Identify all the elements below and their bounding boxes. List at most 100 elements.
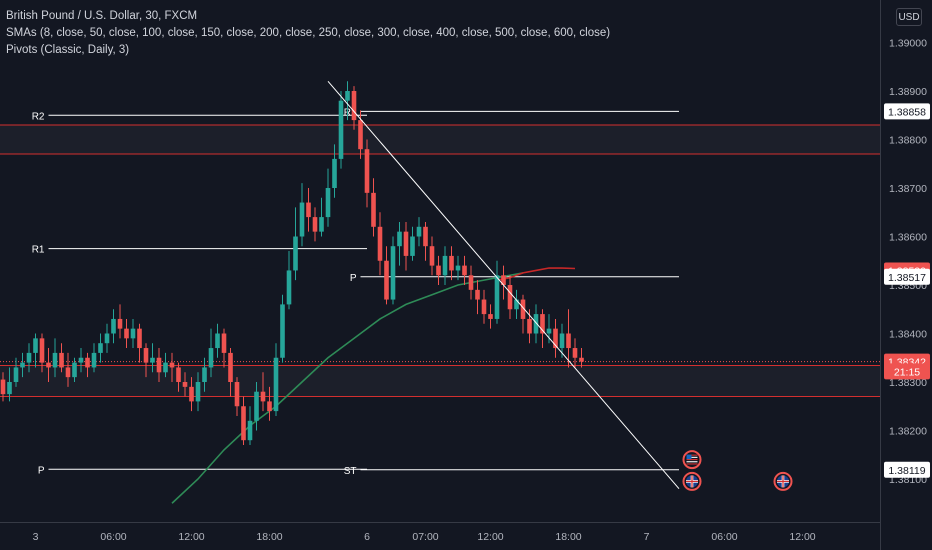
candle-body bbox=[189, 386, 194, 402]
candle-body bbox=[254, 391, 259, 421]
candle-body bbox=[410, 236, 415, 256]
sma-indicator-label[interactable]: SMAs (8, close, 50, close, 100, close, 1… bbox=[6, 27, 611, 39]
candle bbox=[384, 246, 389, 305]
candle-body bbox=[215, 333, 220, 349]
candle-body bbox=[163, 362, 168, 373]
candle bbox=[163, 352, 168, 378]
candle bbox=[0, 372, 6, 402]
price-label-tag: 1.38858 bbox=[884, 103, 930, 120]
candle bbox=[156, 348, 162, 382]
candle-body bbox=[475, 289, 480, 300]
candle-body bbox=[397, 231, 402, 247]
candle bbox=[247, 406, 253, 446]
sma-line-green bbox=[171, 272, 524, 504]
candle-body bbox=[195, 382, 201, 402]
time-tick-label: 06:00 bbox=[711, 531, 737, 543]
candle bbox=[176, 362, 181, 392]
candle bbox=[390, 236, 396, 305]
flag-stripe bbox=[686, 456, 698, 458]
candle bbox=[345, 81, 350, 121]
candle bbox=[137, 323, 142, 363]
candle bbox=[475, 280, 480, 315]
candle bbox=[91, 343, 97, 373]
candle-body bbox=[228, 352, 233, 382]
pivots-indicator-label[interactable]: Pivots (Classic, Daily, 3) bbox=[6, 44, 130, 56]
candle bbox=[221, 328, 227, 368]
price-tick-label: 1.38200 bbox=[889, 426, 927, 438]
candle bbox=[449, 246, 454, 281]
candle-body bbox=[533, 314, 539, 334]
candle-body bbox=[364, 149, 370, 193]
time-tick-label: 12:00 bbox=[178, 531, 204, 543]
candle-body bbox=[260, 391, 266, 402]
candle-body bbox=[20, 362, 25, 368]
candle bbox=[423, 221, 428, 261]
price-tick-label: 1.38400 bbox=[889, 329, 927, 341]
price-tag-bg bbox=[884, 363, 930, 380]
candle bbox=[494, 260, 500, 324]
candle-body bbox=[416, 226, 422, 237]
price-label-tag: 1.38517 bbox=[884, 268, 930, 285]
flag-stripe bbox=[686, 463, 698, 465]
candle-body bbox=[72, 362, 77, 378]
candle-body bbox=[553, 328, 558, 349]
price-tick-label: 1.38600 bbox=[889, 232, 927, 244]
flag-cross-red-v bbox=[691, 475, 693, 488]
candle-body bbox=[130, 328, 136, 339]
candle bbox=[299, 183, 305, 247]
candle-body bbox=[52, 352, 58, 368]
price-tag-text: 1.38517 bbox=[888, 272, 926, 284]
candle-body bbox=[78, 357, 84, 363]
candle bbox=[507, 275, 513, 319]
candle bbox=[26, 343, 32, 373]
candle-body bbox=[241, 406, 246, 441]
us-flag-icon bbox=[682, 450, 702, 470]
candle-body bbox=[436, 265, 441, 276]
price-tag-bg bbox=[884, 461, 930, 478]
candle bbox=[59, 343, 64, 373]
price-tag-bg bbox=[884, 268, 930, 285]
candle bbox=[65, 352, 71, 387]
candle-body bbox=[59, 352, 64, 368]
flag-stripe bbox=[686, 461, 698, 463]
candle bbox=[338, 91, 344, 169]
candle bbox=[533, 304, 539, 344]
price-tick-label: 1.39000 bbox=[889, 38, 927, 50]
pivot-label-5: ST bbox=[344, 466, 357, 477]
candle-body bbox=[494, 275, 500, 319]
price-tick-label: 1.38900 bbox=[889, 86, 927, 98]
symbol-title[interactable]: British Pound / U.S. Dollar, 30, FXCM bbox=[6, 10, 198, 22]
candle bbox=[169, 352, 175, 382]
candle bbox=[13, 357, 19, 387]
candle bbox=[520, 294, 526, 334]
currency-button[interactable]: USD bbox=[896, 8, 922, 26]
candle bbox=[7, 367, 12, 402]
price-tag-text: 1.38119 bbox=[888, 465, 925, 477]
candle bbox=[527, 309, 532, 344]
candle bbox=[429, 236, 435, 276]
candle-body bbox=[286, 270, 292, 305]
candle bbox=[78, 348, 84, 373]
candle bbox=[488, 304, 493, 329]
candle bbox=[234, 377, 240, 416]
candle bbox=[325, 168, 331, 227]
candle-body bbox=[546, 328, 552, 334]
candle bbox=[364, 139, 370, 208]
candle-body bbox=[488, 314, 493, 319]
candle bbox=[553, 318, 558, 358]
pivot-label-3: R1 bbox=[344, 107, 357, 118]
candle-body bbox=[0, 379, 6, 395]
candle-body bbox=[481, 299, 487, 315]
flag-stripe bbox=[686, 454, 698, 456]
candle bbox=[241, 396, 246, 446]
candle bbox=[98, 333, 103, 363]
candle-body bbox=[462, 265, 467, 276]
candle bbox=[559, 323, 565, 358]
candle-body bbox=[267, 401, 272, 412]
pivot-label-4: P bbox=[350, 273, 357, 284]
flag-stripe bbox=[686, 459, 698, 461]
pivot-label-0: R2 bbox=[32, 111, 45, 122]
candle-body bbox=[143, 348, 149, 363]
candle-body bbox=[202, 367, 207, 382]
